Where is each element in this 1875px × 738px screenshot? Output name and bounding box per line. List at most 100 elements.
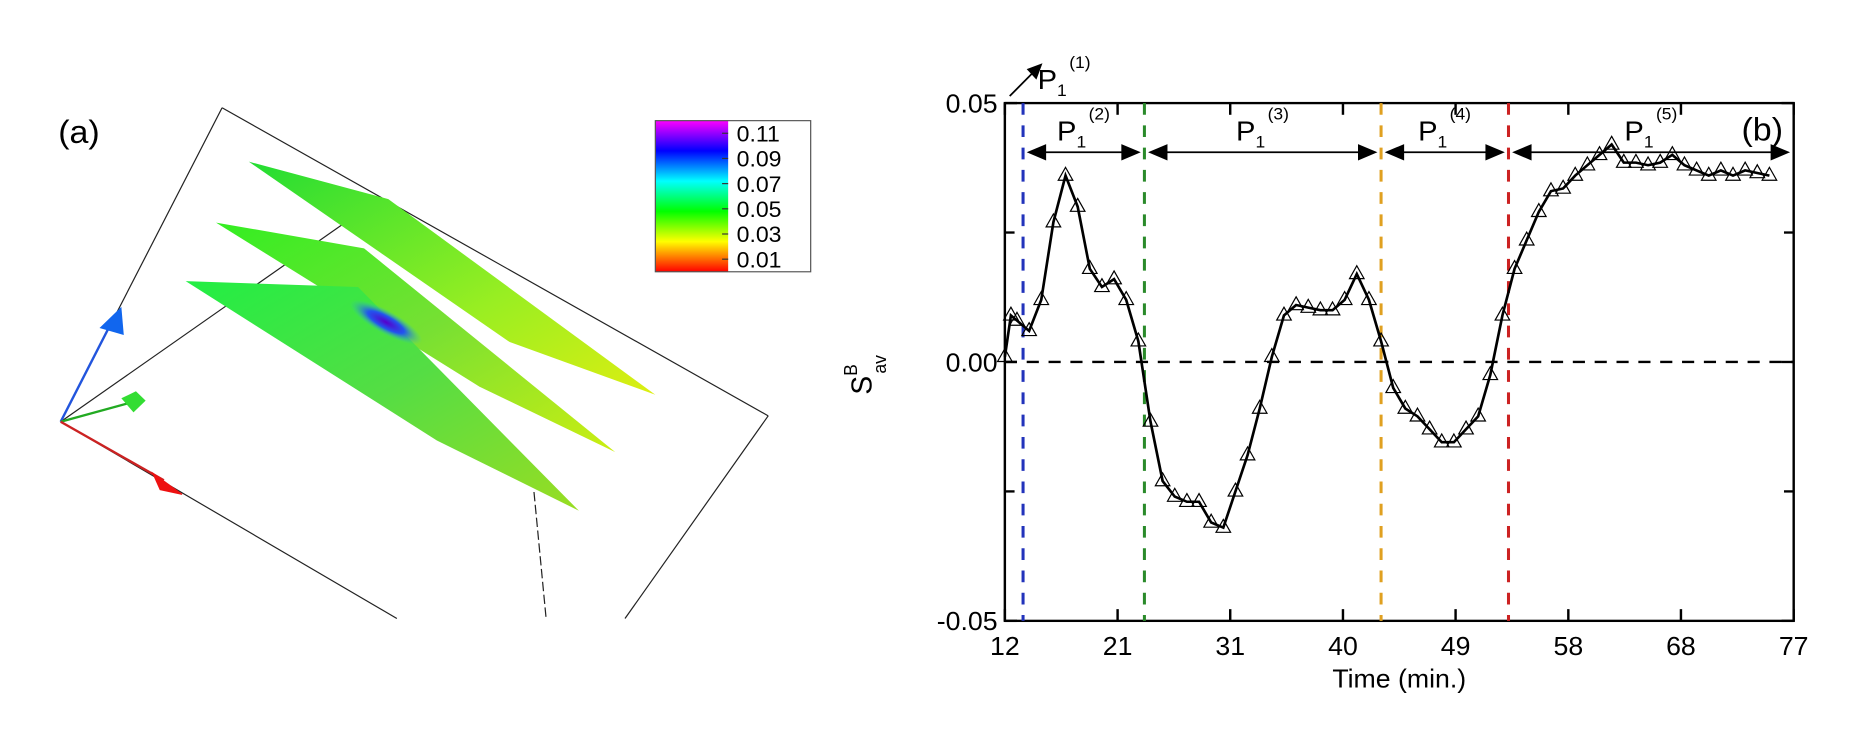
data-point	[1020, 321, 1038, 337]
period-label-base: P	[1624, 116, 1643, 147]
period-arrowhead	[1512, 144, 1532, 161]
data-point	[1360, 290, 1378, 306]
data-point	[1130, 331, 1147, 347]
data-point	[1700, 166, 1718, 181]
y-label-base: S	[846, 376, 879, 395]
x-tick-label: 58	[1553, 631, 1583, 660]
panel-a-scene	[59, 107, 769, 620]
period-label-sub: 1	[1057, 80, 1067, 100]
axis-arrow-head	[99, 306, 124, 336]
colorbar-tick-label: 0.11	[737, 121, 780, 147]
data-point	[1603, 135, 1620, 150]
data-point	[1457, 419, 1475, 435]
data-point	[1032, 290, 1050, 306]
box-edge	[60, 198, 379, 423]
period-label: P1(2)	[1057, 104, 1110, 152]
period-arrowhead	[1148, 144, 1168, 161]
period-arrowhead	[1358, 144, 1378, 161]
data-point	[1481, 365, 1499, 381]
data-point	[1275, 305, 1293, 321]
colorbar-tick-label: 0.09	[737, 146, 782, 172]
axis-arrow	[59, 321, 113, 423]
data-point	[1748, 163, 1766, 179]
y-axis-label: SB av	[841, 355, 890, 395]
period-arrowhead	[1026, 144, 1047, 161]
period-label-sup: (1)	[1069, 52, 1090, 72]
panel-label: (a)	[58, 114, 100, 150]
data-point	[1057, 166, 1074, 181]
period-label: P1(1)	[1038, 52, 1091, 100]
data-point	[1724, 166, 1742, 181]
period-arrowhead	[1770, 144, 1791, 161]
data-point	[1348, 264, 1366, 280]
axis-arrow	[60, 420, 165, 482]
data-point	[1166, 487, 1184, 502]
surface	[185, 281, 579, 511]
period-arrowhead	[1026, 63, 1043, 80]
data-point	[1676, 155, 1693, 171]
data-point	[1251, 399, 1269, 414]
x-tick-label: 12	[990, 631, 1020, 660]
box-edge	[624, 415, 769, 619]
data-point	[1239, 445, 1256, 461]
y-tick-label: -0.05	[937, 607, 998, 636]
data-point	[1688, 160, 1705, 176]
data-point	[1202, 513, 1220, 528]
period-label-sup: (3)	[1268, 104, 1289, 124]
period-label-sub: 1	[1076, 132, 1086, 152]
colorbar-tick-label: 0.07	[737, 171, 782, 197]
data-point	[1142, 412, 1159, 427]
data-point	[1736, 160, 1754, 176]
data-point	[1409, 406, 1426, 422]
data-point	[1469, 406, 1487, 422]
axis-arrow	[60, 400, 134, 423]
period-label: P1(3)	[1236, 104, 1289, 152]
period-arrowhead	[1121, 144, 1141, 161]
data-point	[1372, 331, 1390, 347]
period-label-base: P	[1236, 116, 1255, 147]
surface-spot	[349, 299, 423, 345]
axis-arrow-head	[151, 471, 183, 495]
period-label: P1(5)	[1624, 104, 1677, 152]
x-axis-label: Time (min.)	[1332, 664, 1466, 693]
y-tick-label: 0.05	[946, 89, 998, 118]
period-label-sup: (4)	[1450, 104, 1471, 124]
box-edge	[533, 491, 547, 619]
data-point	[1518, 230, 1536, 246]
period-label-base: P	[1418, 116, 1437, 147]
period-label-base: P	[1038, 64, 1057, 95]
data-point	[1445, 432, 1463, 448]
data-point	[1105, 269, 1123, 285]
y-label-sup: B	[841, 364, 861, 376]
period-label-sup: (5)	[1656, 104, 1677, 124]
x-tick-label: 21	[1103, 631, 1133, 660]
data-point	[1008, 311, 1026, 326]
colorbar-tick-label: 0.01	[737, 247, 782, 273]
data-point	[1615, 153, 1633, 168]
data-point	[1494, 305, 1511, 321]
x-tick-label: 68	[1666, 631, 1696, 660]
series-line	[1003, 142, 1770, 530]
data-point	[1287, 295, 1305, 311]
data-point	[1093, 277, 1111, 293]
period-label-sup: (2)	[1089, 104, 1110, 124]
x-tick-label: 49	[1441, 631, 1471, 660]
data-point	[1761, 166, 1778, 181]
data-point	[1002, 305, 1020, 321]
period-label-sub: 1	[1255, 132, 1265, 152]
data-point	[1336, 290, 1353, 306]
data-point	[1664, 145, 1681, 161]
data-point	[1712, 160, 1730, 176]
x-tick-label: 77	[1779, 631, 1809, 660]
surface	[248, 161, 656, 395]
period-label-base: P	[1057, 116, 1076, 147]
data-point	[1178, 492, 1196, 508]
data-point	[1081, 259, 1099, 275]
data-point	[1117, 290, 1135, 306]
data-point	[1530, 202, 1548, 218]
data-point	[1154, 471, 1171, 487]
data-point	[1591, 145, 1608, 161]
data-point	[1421, 419, 1438, 435]
